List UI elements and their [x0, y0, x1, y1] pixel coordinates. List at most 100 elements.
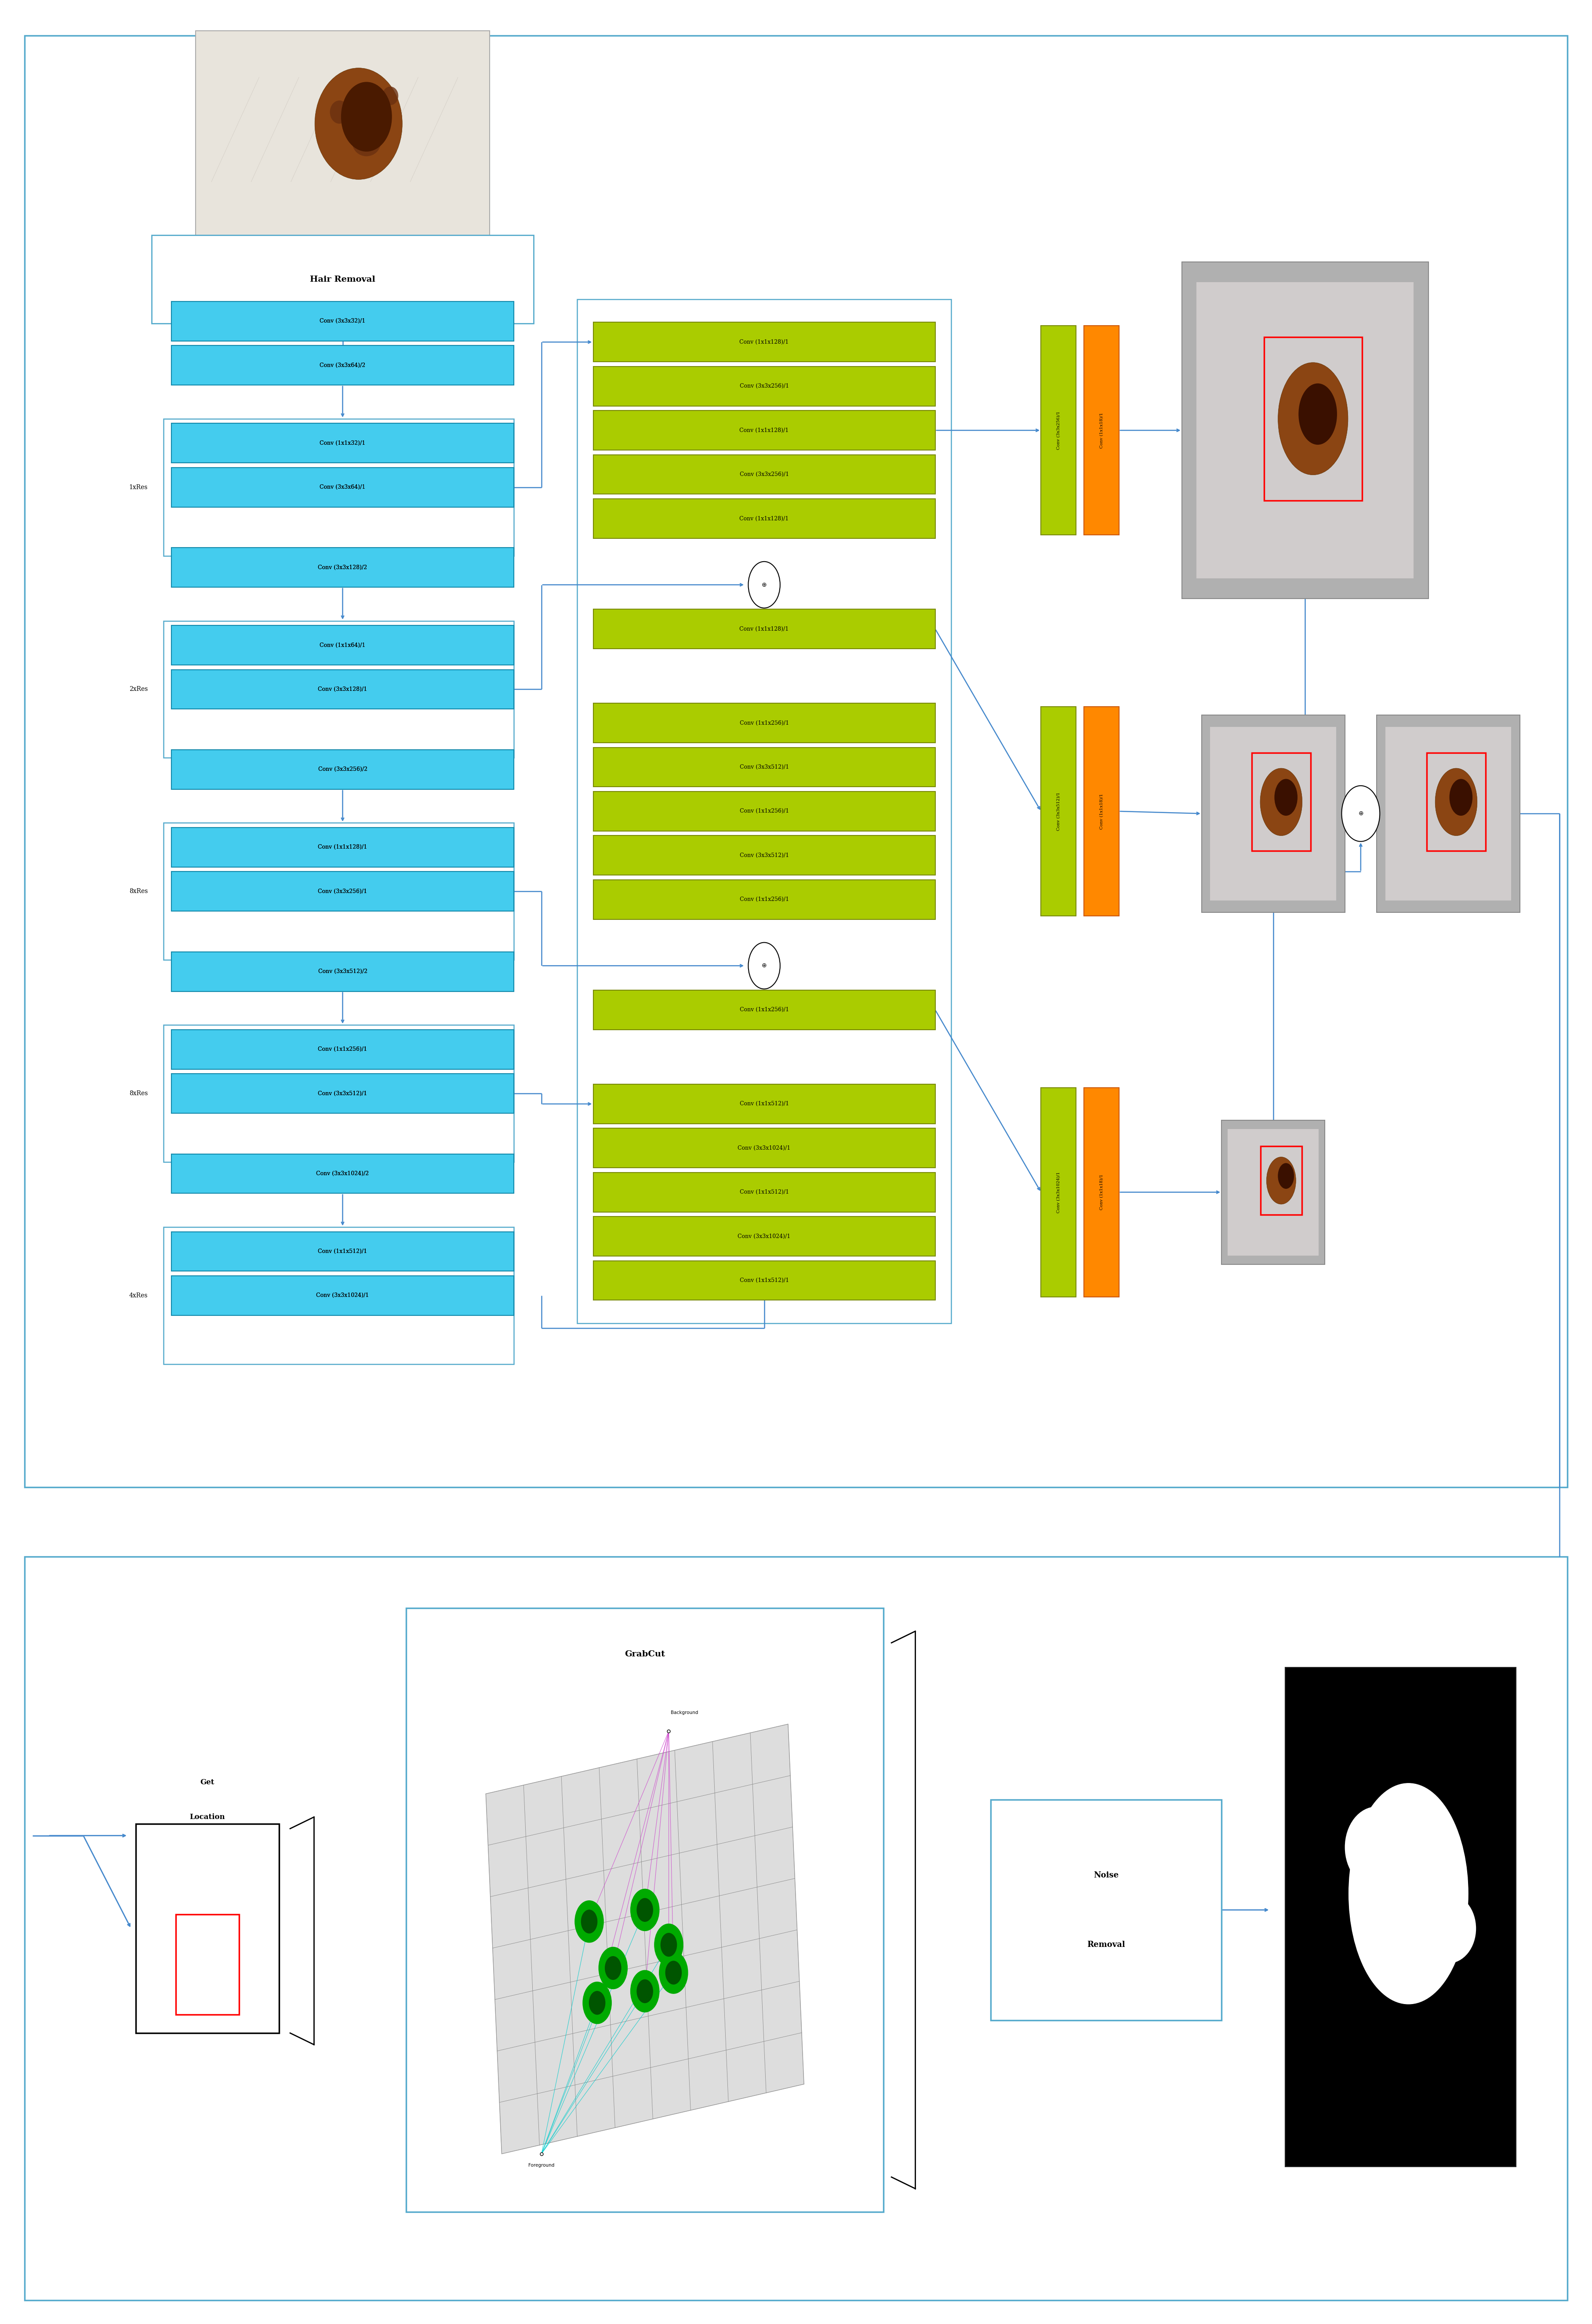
- Text: Conv (3x3x512)/1: Conv (3x3x512)/1: [740, 765, 788, 769]
- Bar: [594, 1260, 935, 1299]
- Bar: [594, 456, 935, 495]
- Bar: [164, 418, 514, 555]
- Bar: [1084, 325, 1119, 535]
- Bar: [594, 609, 935, 648]
- Text: Conv (3x3x128)/1: Conv (3x3x128)/1: [318, 686, 368, 693]
- Bar: [1377, 716, 1520, 913]
- Bar: [172, 346, 514, 386]
- Bar: [594, 1171, 935, 1211]
- Text: Conv (3x3x512)/1: Conv (3x3x512)/1: [1057, 792, 1060, 830]
- Text: Conv (1x1x256)/1: Conv (1x1x256)/1: [318, 1046, 368, 1053]
- Bar: [594, 411, 935, 451]
- Bar: [1264, 337, 1363, 500]
- Bar: [172, 1276, 514, 1315]
- Bar: [594, 748, 935, 788]
- Text: Hair Removal: Hair Removal: [310, 274, 376, 284]
- Bar: [1285, 1666, 1516, 2166]
- Ellipse shape: [1348, 1783, 1468, 2003]
- Circle shape: [637, 1980, 653, 2003]
- Text: Conv (1x1x256)/1: Conv (1x1x256)/1: [740, 897, 788, 902]
- Ellipse shape: [1261, 769, 1302, 837]
- Text: Conv (1x1x512)/1: Conv (1x1x512)/1: [318, 1248, 368, 1255]
- Text: Conv (1x1x512)/1: Conv (1x1x512)/1: [740, 1278, 788, 1283]
- Text: Conv (3x3x256)/2: Conv (3x3x256)/2: [318, 767, 368, 772]
- Bar: [172, 548, 514, 588]
- Bar: [172, 625, 514, 665]
- Bar: [151, 235, 533, 323]
- Text: Conv (1x1x512)/1: Conv (1x1x512)/1: [318, 1248, 368, 1255]
- Text: Conv (1x1x128)/1: Conv (1x1x128)/1: [318, 844, 368, 851]
- Text: $\oplus$: $\oplus$: [761, 962, 767, 969]
- Bar: [135, 1824, 279, 2034]
- Circle shape: [659, 1952, 688, 1994]
- Text: Conv (3x3x1024)/2: Conv (3x3x1024)/2: [317, 1171, 369, 1176]
- Bar: [172, 751, 514, 790]
- Ellipse shape: [1278, 363, 1348, 474]
- Bar: [172, 953, 514, 992]
- Ellipse shape: [382, 86, 398, 105]
- Bar: [594, 500, 935, 539]
- Circle shape: [599, 1948, 627, 1989]
- Text: 8xRes: 8xRes: [129, 888, 148, 895]
- Circle shape: [665, 1961, 681, 1985]
- Bar: [172, 1276, 514, 1315]
- Bar: [172, 302, 514, 342]
- Bar: [1181, 263, 1428, 600]
- Bar: [172, 1155, 514, 1192]
- Bar: [1197, 281, 1414, 579]
- Circle shape: [581, 1910, 597, 1934]
- Bar: [172, 751, 514, 790]
- Text: Conv (1x1x18)/1: Conv (1x1x18)/1: [1100, 792, 1103, 830]
- Text: Background: Background: [670, 1710, 699, 1715]
- Bar: [1084, 706, 1119, 916]
- Bar: [1202, 716, 1345, 913]
- Text: Conv (1x1x32)/1: Conv (1x1x32)/1: [320, 439, 366, 446]
- Text: Get: Get: [201, 1778, 215, 1785]
- Text: Conv (1x1x18)/1: Conv (1x1x18)/1: [1100, 411, 1103, 449]
- Bar: [172, 872, 514, 911]
- Ellipse shape: [1278, 1162, 1294, 1190]
- Text: Conv (1x1x128)/1: Conv (1x1x128)/1: [740, 428, 790, 432]
- Text: Removal: Removal: [1087, 1941, 1126, 1950]
- Circle shape: [605, 1957, 621, 1980]
- Bar: [172, 346, 514, 386]
- Bar: [172, 1074, 514, 1113]
- Text: Location: Location: [189, 1813, 224, 1820]
- Bar: [594, 881, 935, 920]
- Bar: [172, 1155, 514, 1192]
- Text: Conv (3x3x256)/1: Conv (3x3x256)/1: [318, 888, 368, 895]
- Text: Noise: Noise: [1094, 1871, 1119, 1880]
- Text: Conv (3x3x256)/2: Conv (3x3x256)/2: [318, 767, 368, 772]
- Ellipse shape: [1345, 1806, 1409, 1887]
- Bar: [1385, 727, 1511, 899]
- Bar: [172, 669, 514, 709]
- Bar: [164, 621, 514, 758]
- Bar: [594, 1129, 935, 1167]
- Text: Conv (3x3x256)/1: Conv (3x3x256)/1: [1057, 411, 1060, 449]
- Text: Conv (3x3x512)/1: Conv (3x3x512)/1: [740, 853, 788, 858]
- Polygon shape: [486, 1724, 804, 2154]
- Ellipse shape: [1361, 1908, 1409, 1973]
- Bar: [1210, 727, 1336, 899]
- Bar: [1227, 1129, 1318, 1255]
- Bar: [172, 625, 514, 665]
- Ellipse shape: [1434, 769, 1477, 837]
- Text: Conv (1x1x128)/1: Conv (1x1x128)/1: [318, 844, 368, 851]
- Text: Conv (3x3x1024)/1: Conv (3x3x1024)/1: [317, 1292, 369, 1299]
- Bar: [578, 300, 950, 1322]
- Text: Conv (1x1x128)/1: Conv (1x1x128)/1: [740, 339, 790, 344]
- Bar: [594, 792, 935, 832]
- Ellipse shape: [341, 81, 392, 151]
- Bar: [196, 30, 490, 239]
- Bar: [172, 827, 514, 867]
- Text: Conv (3x3x128)/2: Conv (3x3x128)/2: [318, 565, 368, 569]
- Circle shape: [630, 1889, 659, 1931]
- Text: Conv (1x1x256)/1: Conv (1x1x256)/1: [740, 809, 788, 813]
- Bar: [172, 548, 514, 588]
- Circle shape: [1342, 786, 1380, 841]
- Bar: [172, 872, 514, 911]
- Text: Foreground: Foreground: [529, 2164, 554, 2168]
- Bar: [172, 1232, 514, 1271]
- Text: Conv (3x3x1024)/1: Conv (3x3x1024)/1: [1057, 1171, 1060, 1213]
- Text: Conv (3x3x64)/1: Conv (3x3x64)/1: [320, 483, 366, 490]
